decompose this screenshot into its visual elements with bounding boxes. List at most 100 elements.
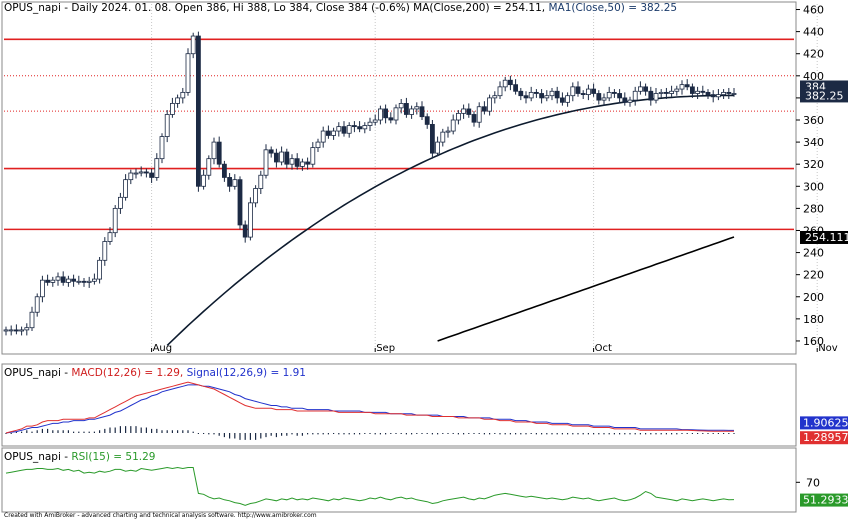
macd-title-symbol: OPUS_napi <box>4 367 61 379</box>
candle-body <box>154 158 160 178</box>
time-axis: AugSepOctNovDec2024 <box>151 343 838 354</box>
candle-body <box>71 278 76 282</box>
candle-body <box>409 108 415 115</box>
rsi-title-symbol: OPUS_napi <box>4 451 61 463</box>
ma200-line <box>437 236 735 342</box>
candle-body <box>731 93 737 95</box>
candle-body <box>383 108 389 119</box>
candle-body <box>50 279 56 283</box>
candle-body <box>138 171 144 174</box>
candle-body <box>159 136 165 160</box>
candle-body <box>66 278 71 283</box>
x-tick-label: Oct <box>595 343 612 354</box>
macd-badges: 1.90625 1.28957 <box>800 416 849 445</box>
candle-body <box>388 117 394 121</box>
macd-pane: 1.90625 1.28957 OPUS_napi - MACD(12,26) =… <box>1 363 849 447</box>
candle-body <box>351 125 357 128</box>
candle-body <box>606 91 612 99</box>
candle-body <box>377 108 383 121</box>
candle-body <box>429 124 435 154</box>
candle-body <box>393 107 399 121</box>
y-tick-label: 280 <box>803 202 824 215</box>
candle-body <box>403 103 409 115</box>
price-title-info: - Daily 2024. 01. 08. Open 386, Hi 388, … <box>61 2 413 14</box>
candle-body <box>440 131 446 143</box>
candle-body <box>570 86 576 97</box>
rsi-y-axis: 70 <box>796 476 820 489</box>
y-tick-label: 240 <box>803 247 824 260</box>
candle-body <box>487 97 493 112</box>
candle-body <box>549 90 555 97</box>
rsi-title: OPUS_napi - RSI(15) = 51.29 <box>4 451 156 463</box>
candle-body <box>211 141 217 160</box>
candle-body <box>227 177 233 187</box>
x-tick-label: Sep <box>376 343 395 354</box>
candle-body <box>601 97 607 101</box>
candle-body <box>362 125 368 130</box>
candle-body <box>424 116 430 125</box>
candle-body <box>34 296 40 313</box>
macd-badge <box>800 416 848 430</box>
candle-body <box>279 151 285 163</box>
candle-body <box>175 97 181 104</box>
candle-body <box>86 280 92 283</box>
macd-title-sep: - <box>61 367 71 379</box>
rsi-badge-label: 51.2933 <box>803 494 849 507</box>
candle-body <box>305 161 311 165</box>
candle-body <box>632 90 638 101</box>
candle-body <box>128 172 134 181</box>
candle-body <box>263 149 269 176</box>
y-tick-label: 300 <box>803 180 824 193</box>
candle-body <box>638 86 643 92</box>
candle-body <box>502 79 508 88</box>
candle-body <box>107 232 113 242</box>
candle-body <box>315 141 321 149</box>
candle-body <box>24 327 30 331</box>
price-badge-label: 254.111 <box>805 231 850 244</box>
candle-body <box>466 108 472 115</box>
rsi-pane-frame <box>1 447 797 513</box>
candle-body <box>195 35 201 187</box>
candle-body <box>643 86 648 92</box>
candle-body <box>247 202 253 238</box>
candle-body <box>133 172 139 175</box>
candle-body <box>336 126 342 132</box>
candle-body <box>320 130 326 143</box>
candle-body <box>674 88 680 92</box>
candle-body <box>284 151 290 165</box>
price-badge <box>800 89 848 103</box>
ma50-layer <box>166 94 734 346</box>
candle-body <box>268 149 274 154</box>
candle-body <box>507 79 513 86</box>
candle-body <box>695 90 700 94</box>
candle-body <box>221 163 227 178</box>
candle-body <box>180 91 186 99</box>
candle-body <box>518 90 524 97</box>
candle-body <box>669 90 674 94</box>
macd-lines <box>5 381 734 434</box>
candle-body <box>544 95 550 99</box>
candle-body <box>112 207 118 234</box>
price-title-ma200: MA(Close,200) = 254.11, <box>413 2 548 14</box>
macd-title: OPUS_napi - MACD(12,26) = 1.29, Signal(1… <box>4 367 306 379</box>
candle-body <box>169 103 175 115</box>
candle-body <box>13 329 19 332</box>
candle-body <box>341 126 347 134</box>
candle-body <box>653 93 659 101</box>
candle-body <box>492 95 498 99</box>
ma50-line <box>166 94 734 346</box>
rsi-badges: 51.2933 <box>800 493 849 507</box>
candle-body <box>710 94 716 98</box>
candle-body <box>398 103 404 109</box>
candle-body <box>289 158 295 165</box>
candle-body <box>19 329 25 332</box>
y-tick-label: 220 <box>803 269 824 282</box>
price-badge-label: 382.25 <box>805 89 844 102</box>
candle-body <box>8 329 14 332</box>
candle-body <box>513 84 518 92</box>
candle-body <box>591 88 596 94</box>
candle-body <box>372 119 378 123</box>
ma200-layer <box>437 236 735 342</box>
candle-body <box>716 94 721 98</box>
